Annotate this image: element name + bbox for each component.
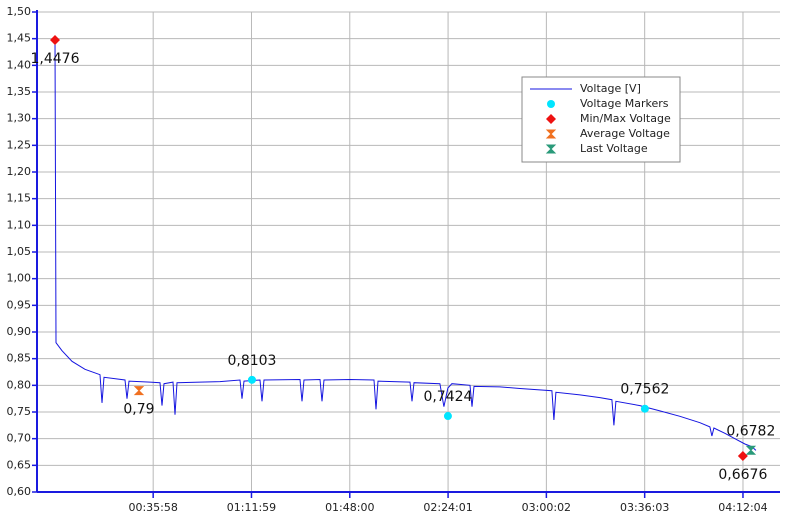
- value-label: 1,4476: [31, 51, 80, 67]
- y-tick-label: 1,45: [7, 32, 32, 45]
- x-tick-label: 00:35:58: [128, 501, 177, 514]
- legend-swatch: [546, 114, 556, 124]
- y-tick-label: 1,50: [7, 5, 32, 18]
- x-tick-label: 03:36:03: [620, 501, 669, 514]
- legend: Voltage [V] Voltage Markers Min/Max Voltag…: [521, 76, 681, 163]
- marker: [443, 412, 452, 421]
- x-tick-label: 02:24:01: [423, 501, 472, 514]
- y-tick-label: 0,65: [7, 458, 32, 471]
- marker: [745, 445, 757, 455]
- legend-label: Min/Max Voltage: [580, 112, 671, 125]
- value-label: 0,7562: [620, 382, 669, 398]
- x-tick-label: 01:48:00: [325, 501, 374, 514]
- y-tick-label: 1,15: [7, 192, 32, 205]
- y-tick-label: 0,90: [7, 325, 32, 338]
- value-label: 0,8103: [227, 353, 276, 369]
- y-tick-label: 1,10: [7, 218, 32, 231]
- legend-label: Voltage Markers: [580, 97, 669, 110]
- marker: [133, 386, 145, 396]
- legend-label: Voltage [V]: [580, 82, 641, 95]
- legend-swatch: [547, 100, 555, 108]
- marker: [50, 34, 61, 45]
- value-label: 0,7424: [423, 389, 472, 405]
- y-tick-label: 0,95: [7, 298, 32, 311]
- legend-swatch: [545, 129, 557, 139]
- y-tick-label: 1,05: [7, 245, 32, 258]
- x-tick-label: 01:11:59: [227, 501, 276, 514]
- y-tick-label: 1,20: [7, 165, 32, 178]
- marker: [247, 375, 256, 384]
- y-tick-label: 0,80: [7, 378, 32, 391]
- y-tick-label: 0,60: [7, 485, 32, 498]
- voltage-line: [54, 39, 757, 451]
- y-tick-label: 0,75: [7, 405, 32, 418]
- marker: [640, 404, 649, 413]
- legend-swatch: [545, 144, 557, 154]
- y-tick-label: 1,35: [7, 85, 32, 98]
- y-tick-label: 1,30: [7, 112, 32, 125]
- marker: [737, 450, 748, 461]
- value-label: 0,6782: [726, 423, 775, 439]
- legend-label: Average Voltage: [580, 127, 670, 140]
- y-tick-label: 0,70: [7, 432, 32, 445]
- y-tick-label: 1,40: [7, 58, 32, 71]
- value-label: 0,6676: [718, 467, 767, 483]
- x-tick-label: 04:12:04: [718, 501, 767, 514]
- y-tick-label: 1,00: [7, 272, 32, 285]
- value-label: 0,79: [123, 402, 154, 418]
- y-tick-label: 1,25: [7, 138, 32, 151]
- legend-label: Last Voltage: [580, 142, 648, 155]
- x-tick-label: 03:00:02: [522, 501, 571, 514]
- y-tick-label: 0,85: [7, 352, 32, 365]
